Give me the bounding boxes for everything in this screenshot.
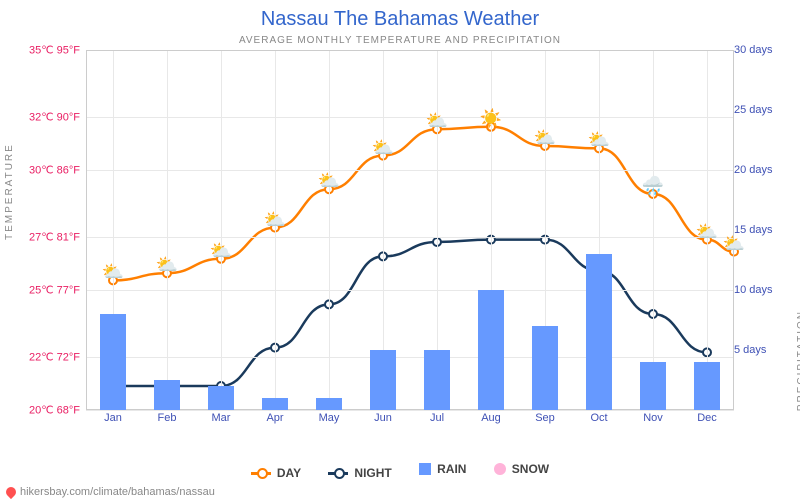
attribution: hikersbay.com/climate/bahamas/nassau <box>6 486 215 498</box>
rain-bar <box>262 398 288 410</box>
gridline <box>86 290 734 291</box>
vgridline <box>707 50 708 410</box>
rain-bar <box>532 326 558 410</box>
y-right-tick: 5 days <box>734 344 784 356</box>
x-tick-label: Aug <box>481 412 501 424</box>
x-tick-label: Dec <box>697 412 717 424</box>
x-tick-label: Nov <box>643 412 663 424</box>
gridline <box>86 170 734 171</box>
rain-bar <box>370 350 396 410</box>
y-left-axis-label: TEMPERATURE <box>4 143 15 240</box>
y-left-ticks: 35℃ 95°F32℃ 90°F30℃ 86°F27℃ 81°F25℃ 77°F… <box>18 50 80 410</box>
y-left-tick: 32℃ 90°F <box>18 111 80 124</box>
x-tick-label: Oct <box>590 412 607 424</box>
weather-chart: TEMPERATURE PRECIPITATION 35℃ 95°F32℃ 90… <box>0 50 800 440</box>
rain-bar <box>478 290 504 410</box>
line-series <box>113 127 734 281</box>
x-axis-labels: Jan Feb Mar Apr May Jun Jul Aug Sep Oct Nov Dec <box>86 412 734 432</box>
y-right-tick: 15 days <box>734 224 784 236</box>
y-right-tick: 25 days <box>734 104 784 116</box>
x-tick-label: Jan <box>104 412 122 424</box>
x-tick-label: May <box>319 412 340 424</box>
rain-bar <box>100 314 126 410</box>
gridline <box>86 237 734 238</box>
line-marker <box>730 248 738 256</box>
x-tick-label: Jun <box>374 412 392 424</box>
rain-bar <box>316 398 342 410</box>
chart-legend: DAY NIGHT RAIN SNOW <box>0 462 800 481</box>
vgridline <box>167 50 168 410</box>
vgridline <box>221 50 222 410</box>
y-left-tick: 20℃ 68°F <box>18 404 80 417</box>
y-right-axis-label: PRECIPITATION <box>796 310 800 411</box>
y-right-ticks: 30 days25 days20 days15 days10 days5 day… <box>734 50 784 410</box>
x-tick-label: Sep <box>535 412 555 424</box>
y-left-tick: 30℃ 86°F <box>18 164 80 177</box>
legend-snow: SNOW <box>494 462 549 476</box>
vgridline <box>329 50 330 410</box>
gridline <box>86 117 734 118</box>
attribution-text: hikersbay.com/climate/bahamas/nassau <box>20 486 215 498</box>
rain-bar <box>694 362 720 410</box>
vgridline <box>653 50 654 410</box>
line-layer <box>86 50 734 410</box>
x-tick-label: Apr <box>266 412 283 424</box>
gridline <box>86 357 734 358</box>
vgridline <box>275 50 276 410</box>
y-left-tick: 22℃ 72°F <box>18 351 80 364</box>
x-tick-label: Feb <box>158 412 177 424</box>
location-pin-icon <box>4 485 18 499</box>
legend-rain: RAIN <box>419 462 466 476</box>
gridline <box>86 410 734 411</box>
page-title: Nassau The Bahamas Weather <box>0 0 800 31</box>
legend-day: DAY <box>251 466 301 480</box>
rain-bar <box>424 350 450 410</box>
y-left-tick: 35℃ 95°F <box>18 44 80 57</box>
y-right-tick: 30 days <box>734 44 784 56</box>
x-tick-label: Jul <box>430 412 444 424</box>
y-right-tick: 10 days <box>734 284 784 296</box>
rain-bar <box>586 254 612 410</box>
y-left-tick: 25℃ 77°F <box>18 284 80 297</box>
x-tick-label: Mar <box>212 412 231 424</box>
legend-night: NIGHT <box>328 466 391 480</box>
rain-bar <box>208 386 234 410</box>
page-subtitle: AVERAGE MONTHLY TEMPERATURE AND PRECIPIT… <box>0 31 800 46</box>
rain-bar <box>640 362 666 410</box>
y-right-tick: 20 days <box>734 164 784 176</box>
rain-bar <box>154 380 180 410</box>
plot-area: ⛅⛅⛅⛅⛅⛅⛅☀️⛅⛅🌧️⛅⛅ <box>86 50 734 410</box>
y-left-tick: 27℃ 81°F <box>18 231 80 244</box>
